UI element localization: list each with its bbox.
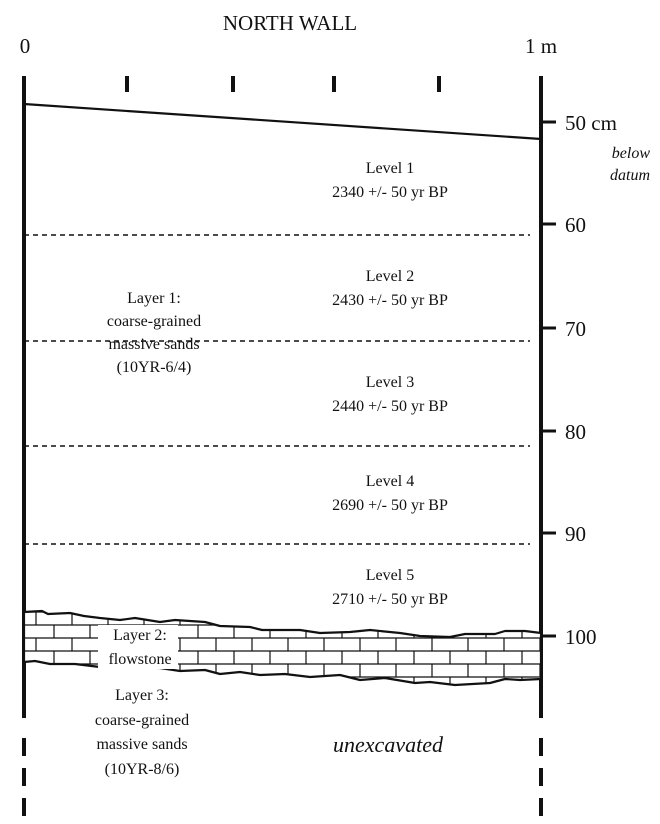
- depth-note-below: below: [612, 145, 651, 162]
- layer-3-line-2: coarse-grained: [95, 712, 189, 729]
- layer-2-label-bg: [98, 625, 178, 669]
- level-boundaries: [24, 234, 530, 545]
- layer-1-line-4: (10YR-6/4): [117, 359, 192, 376]
- horizontal-ticks: [125, 76, 441, 92]
- level-4-name: Level 4: [366, 473, 414, 490]
- scale-end-label: 1 m: [525, 34, 557, 58]
- level-5-date: 2710 +/- 50 yr BP: [332, 591, 448, 608]
- depth-label-100: 100: [565, 625, 597, 649]
- surface-line: [23, 102, 542, 141]
- layer-1-line-2: coarse-grained: [107, 313, 201, 330]
- scale-start-label: 0: [20, 34, 31, 58]
- diagram-title: NORTH WALL: [223, 11, 357, 35]
- depth-label-90: 90: [565, 522, 586, 546]
- level-1-name: Level 1: [366, 160, 414, 177]
- level-4-date: 2690 +/- 50 yr BP: [332, 497, 448, 514]
- depth-label-70: 70: [565, 317, 586, 341]
- depth-note-datum: datum: [610, 167, 650, 184]
- layer-2-line-2: flowstone: [108, 651, 171, 668]
- layer-3-line-3: massive sands: [96, 736, 187, 753]
- unexcavated-label: unexcavated: [333, 732, 444, 757]
- layer-3-line-4: (10YR-8/6): [105, 761, 180, 778]
- level-3-name: Level 3: [366, 374, 414, 391]
- depth-label-80: 80: [565, 420, 586, 444]
- level-5-name: Level 5: [366, 567, 414, 584]
- layer-1-line-3: massive sands: [108, 336, 199, 353]
- depth-label-50: 50 cm: [565, 111, 617, 135]
- layer-2-line-1: Layer 2:: [113, 627, 167, 644]
- layer-3-line-1: Layer 3:: [115, 687, 169, 704]
- layer-1-line-1: Layer 1:: [127, 290, 181, 307]
- level-3-date: 2440 +/- 50 yr BP: [332, 398, 448, 415]
- level-2-date: 2430 +/- 50 yr BP: [332, 292, 448, 309]
- depth-label-60: 60: [565, 213, 586, 237]
- depth-ticks: [541, 120, 556, 638]
- level-2-name: Level 2: [366, 268, 414, 285]
- level-1-date: 2340 +/- 50 yr BP: [332, 184, 448, 201]
